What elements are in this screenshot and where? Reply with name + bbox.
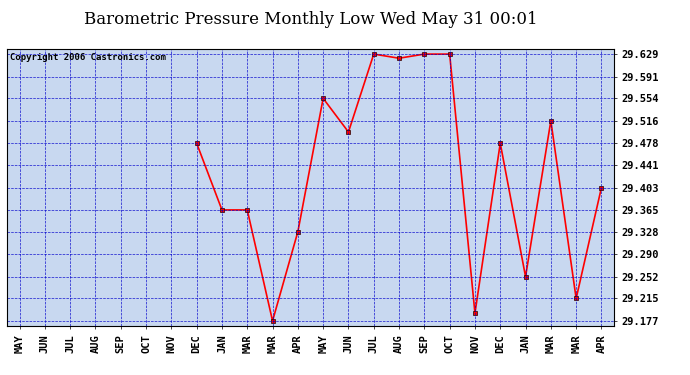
Text: Barometric Pressure Monthly Low Wed May 31 00:01: Barometric Pressure Monthly Low Wed May … xyxy=(83,11,538,28)
Text: Copyright 2006 Castronics.com: Copyright 2006 Castronics.com xyxy=(10,53,166,62)
